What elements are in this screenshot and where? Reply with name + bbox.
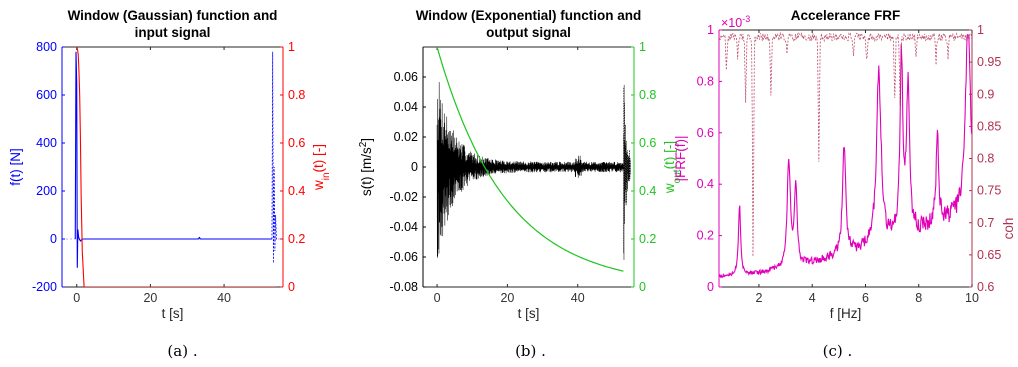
x-axis-label: t [s] [162,306,184,321]
y2-tick-label: 1 [977,23,984,37]
x-tick-label: 10 [965,291,979,305]
y2-tick-label: 0.4 [639,184,656,198]
y2-tick-label: 1 [639,40,646,54]
chart-title: input signal [135,25,211,40]
y2-axis-label-part: (t) [-] [311,144,326,173]
y-tick-label: 800 [36,40,57,54]
y-tick-label: -0.08 [390,280,419,294]
y2-tick-label: 0.85 [977,119,1001,133]
y2-tick-label: 0.6 [288,136,305,150]
caption-b: (b) . [515,342,546,360]
y-tick-label: -0.06 [390,250,419,264]
y2-tick-label: 0.8 [288,88,305,102]
y-tick-label: -200 [32,280,57,294]
y2-axis-label-part: w [311,180,326,191]
x-tick-label: 40 [571,291,585,305]
x-tick-label: 4 [809,291,816,305]
caption-a: (a) . [167,342,197,360]
y-axis-label-part: f(t) [N] [8,148,23,186]
y-tick-label: 200 [36,184,57,198]
y2-tick-label: 0.2 [639,232,656,246]
y2-axis-label-part: (t) [-] [662,141,677,170]
x-tick-label: 8 [915,291,922,305]
y2-axis-label-part: in [321,172,332,180]
y-axis-label: |FRF(f)| [673,136,688,182]
y2-tick-label: 0.2 [288,232,305,246]
y-axis-label-part: |FRF(f)| [673,136,688,182]
y-tick-label: -0.02 [390,190,419,204]
y-axis-label-part: 2 [358,141,369,147]
axes-2: 0 20 40 -0.08 -0.06 -0.04 -0.02 0 0.02 0.04 0.06 0 0… [358,8,683,321]
y2-tick-label: 0.65 [977,248,1001,262]
y-axis-label: f(t) [N] [8,148,23,186]
y2-tick-label: 0.95 [977,55,1001,69]
y2-tick-label: 0.7 [977,216,994,230]
exponent-power: -3 [742,14,750,24]
y-axis-label-part: ] [359,138,374,142]
x-tick-label: 6 [862,291,869,305]
y-axis-label-part: s(t) [m/s [359,147,374,196]
series-line [76,47,276,287]
x-tick-label: 2 [755,291,762,305]
y-tick-label: 0 [50,232,57,246]
axes-3: 2 4 6 8 10 0 0.2 0.4 0.6 0.8 1 0.6 0.65 0.7 0.75 0.8 0.8… [673,8,1016,321]
x-tick-label: 0 [434,291,441,305]
y-tick-label: 0.02 [394,130,418,144]
y2-axis-label-part: coh [1001,218,1016,240]
chart-title: output signal [486,25,571,40]
x-tick-label: 40 [217,291,231,305]
y-axis-label: s(t) [m/s2] [358,138,375,196]
y-tick-label: 0.06 [394,70,418,84]
y2-tick-label: 0.6 [977,280,994,294]
y2-axis-label: coh [1001,218,1016,240]
y-tick-label: 600 [36,88,57,102]
series-line [719,31,972,257]
series-line [74,51,272,268]
y2-tick-label: 0.6 [639,136,656,150]
y-tick-label: 0 [707,280,714,294]
chart-title: Accelerance FRF [791,8,901,23]
y-tick-label: 0.4 [697,177,714,191]
y-tick-label: -0.04 [390,220,419,234]
y2-axis-label-part: out [672,169,683,183]
y2-axis-label: wout(t) [-] [662,141,683,194]
y-tick-label: 0.8 [697,74,714,88]
y2-tick-label: 0.75 [977,184,1001,198]
y2-tick-label: 1 [288,40,295,54]
x-tick-label: 0 [73,291,80,305]
chart-title: Window (Gaussian) function and [68,8,278,23]
y-tick-label: 400 [36,136,57,150]
series-line [436,47,624,272]
y-tick-label: 0 [411,160,418,174]
y2-tick-label: 0 [639,280,646,294]
y-tick-label: 0.6 [697,126,714,140]
y2-tick-label: 0 [288,280,295,294]
y2-tick-label: 0.8 [639,88,656,102]
y2-axis-label-part: w [662,183,677,194]
caption-c: (c) . [823,342,853,360]
y2-axis-label: win(t) [-] [311,144,332,191]
y-tick-label: 1 [707,23,714,37]
series-line [436,82,624,258]
exponent-label: ×10-3 [721,14,750,30]
y2-tick-label: 0.9 [977,87,994,101]
x-tick-label: 20 [143,291,157,305]
series-line [719,34,972,279]
series-line [271,51,278,264]
y2-tick-label: 0.4 [288,184,305,198]
series-line [623,84,631,260]
y-tick-label: 0.2 [697,229,714,243]
axes-1: 0 20 40 -200 0 200 400 600 800 0 0.2 0.4 0.6 0.8 1 t [s… [8,8,332,321]
y2-tick-label: 0.8 [977,152,994,166]
x-axis-label: f [Hz] [830,306,862,321]
chart-title: Window (Exponential) function and [416,8,642,23]
exponent-base: ×10 [721,16,742,30]
x-tick-label: 20 [500,291,514,305]
x-axis-label: t [s] [518,306,540,321]
y-tick-label: 0.04 [394,100,418,114]
